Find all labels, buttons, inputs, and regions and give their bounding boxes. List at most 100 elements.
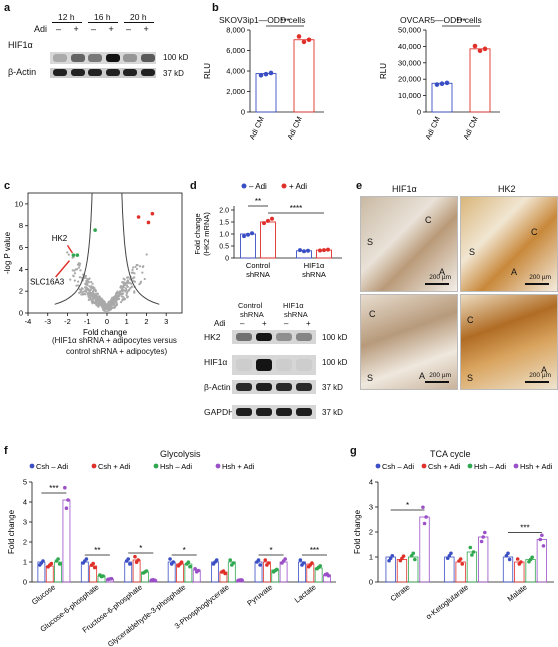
panel-d-ytick-label: 1.5	[219, 220, 229, 227]
panel-c-gene-point	[78, 276, 82, 279]
panel-d-legend-plus-marker	[281, 183, 287, 189]
panel-d-point	[246, 232, 250, 237]
panel-g-point	[530, 555, 534, 560]
panel-d-legend-minus: – Adi	[249, 182, 267, 191]
panel-f-ylabel: Fold change	[7, 509, 16, 554]
panel-e-scale-label: 200 µm	[529, 274, 551, 281]
panel-e-region-label: S	[467, 373, 474, 383]
panel-g-point	[519, 560, 523, 564]
panel-g-point	[468, 545, 473, 550]
panel-f-point	[56, 557, 60, 561]
panel-e-scale-bar	[425, 381, 449, 383]
panel-c-ytick-label: 6	[19, 243, 23, 252]
panel-e-region-label: C	[531, 227, 538, 237]
panel-c-gene-point	[84, 293, 87, 296]
panel-c-gene-point	[80, 287, 83, 290]
panel-c-gene-point	[87, 298, 90, 302]
panel-d-point	[322, 248, 326, 253]
panel-d-blot-band	[276, 408, 292, 416]
panel-d-ylabel-2: (HK2 mRNA)	[202, 212, 211, 256]
panel-d-blot-sign-1: +	[262, 319, 267, 328]
panel-c-gene-point	[106, 307, 109, 310]
panel-c-gene-point	[66, 251, 69, 254]
panel-a-actin-blot	[50, 68, 156, 78]
panel-c-gene-point	[102, 301, 106, 304]
panel-b-xtick-label: + Adi CM	[283, 115, 304, 140]
panel-c-gene-point	[124, 287, 128, 290]
panel-f-point	[263, 558, 268, 562]
panel-c-up-point	[136, 215, 141, 219]
panel-d-blot-size-1: 100 kD	[322, 358, 348, 367]
panel-c-gene-point	[77, 266, 80, 269]
panel-d-blot-row-1	[232, 355, 316, 375]
panel-c-gene-point	[89, 288, 92, 292]
panel-f-point	[144, 569, 149, 573]
panel-b-point	[263, 71, 269, 77]
panel-c-gene-point	[91, 290, 95, 293]
panel-f-point	[326, 573, 331, 578]
panel-c-ylabel: -log P value	[3, 231, 12, 274]
panel-f-legend-marker	[91, 463, 97, 469]
panel-c-gene-point	[113, 305, 116, 308]
panel-d-blot-row-name-1: HIF1α	[204, 357, 228, 367]
panel-d-blot-band	[296, 408, 312, 416]
panel-g-point	[401, 554, 406, 558]
panel-b-point	[268, 70, 274, 76]
panel-c-slc-arrow	[55, 260, 70, 278]
panel-a-hif1a-band	[88, 54, 102, 62]
panel-e-scale-bar	[425, 283, 449, 285]
panel-a-label: a	[4, 2, 11, 14]
panel-d-point	[242, 234, 246, 239]
panel-c-gene-point	[116, 291, 120, 295]
panel-a-hif1a-blot	[50, 52, 156, 64]
panel-b-point	[444, 80, 450, 86]
panel-f-legend-marker	[153, 463, 159, 469]
panel-g-ytick-label: 2	[369, 528, 373, 537]
panel-g-point	[470, 553, 474, 557]
panel-d-xlabel-g1-l2: shRNA	[246, 270, 270, 279]
panel-c-gene-point	[84, 290, 87, 293]
panel-f-ytick-label: 3	[23, 518, 27, 527]
panel-c-gene-point	[103, 307, 106, 310]
panel-c-gene-point	[76, 263, 79, 266]
panel-f-point	[258, 563, 262, 567]
panel-c-gene-point	[91, 282, 94, 285]
panel-c-frame	[27, 192, 183, 314]
panel-c-gene-point	[121, 281, 124, 284]
panel-a-row1-name: HIF1α	[8, 40, 33, 50]
panel-c-gene-point	[104, 302, 107, 306]
panel-c-gene-point	[101, 306, 104, 309]
panel-g-bar	[525, 559, 536, 583]
panel-e-ihc-image-1: S C A 200 µm	[460, 196, 558, 292]
panel-f-chart: Csh – Adi Csh + Adi Hsh – Adi Hsh + Adi 0 1 2 3…	[7, 462, 336, 647]
panel-c-gene-point	[120, 289, 124, 293]
panel-a-actin-band	[140, 69, 155, 76]
panel-c-gene-point	[135, 267, 139, 271]
panel-f-point	[57, 562, 62, 566]
panel-b-bar	[255, 73, 277, 113]
panel-b-ylabel: RLU	[379, 63, 388, 79]
panel-d-sig-top: **	[255, 197, 261, 206]
panel-d-sig-bottom: ****	[290, 204, 302, 213]
panel-c-gene-point	[84, 276, 87, 279]
panel-f-point	[84, 557, 89, 561]
panel-d-blot-group2-l1: HIF1α	[283, 301, 304, 310]
panel-b-right-title: OVCAR5—ODD cells	[400, 15, 482, 25]
panel-a-row2-name: β-Actin	[8, 67, 37, 77]
panel-f-ytick-label: 1	[23, 558, 27, 567]
panel-c-gene-point	[122, 277, 125, 280]
panel-c-gene-point	[77, 280, 80, 283]
panel-f-sig-label: **	[94, 546, 100, 555]
panel-f-ytick-label: 4	[23, 498, 27, 507]
panel-g-label: g	[350, 445, 357, 457]
panel-d-point	[306, 248, 310, 253]
panel-b-ytick-label: 0	[241, 108, 245, 117]
panel-d-ytick-label: 0	[225, 256, 229, 263]
panel-g-ylabel: Fold change	[353, 509, 362, 554]
panel-f-point	[179, 560, 184, 564]
panel-b-point	[439, 81, 445, 87]
panel-d-blot-row-0	[232, 330, 316, 344]
panel-c-gene-point	[85, 281, 88, 284]
panel-f-bar	[124, 561, 133, 583]
panel-b-ytick-label: 10,000	[398, 91, 421, 100]
